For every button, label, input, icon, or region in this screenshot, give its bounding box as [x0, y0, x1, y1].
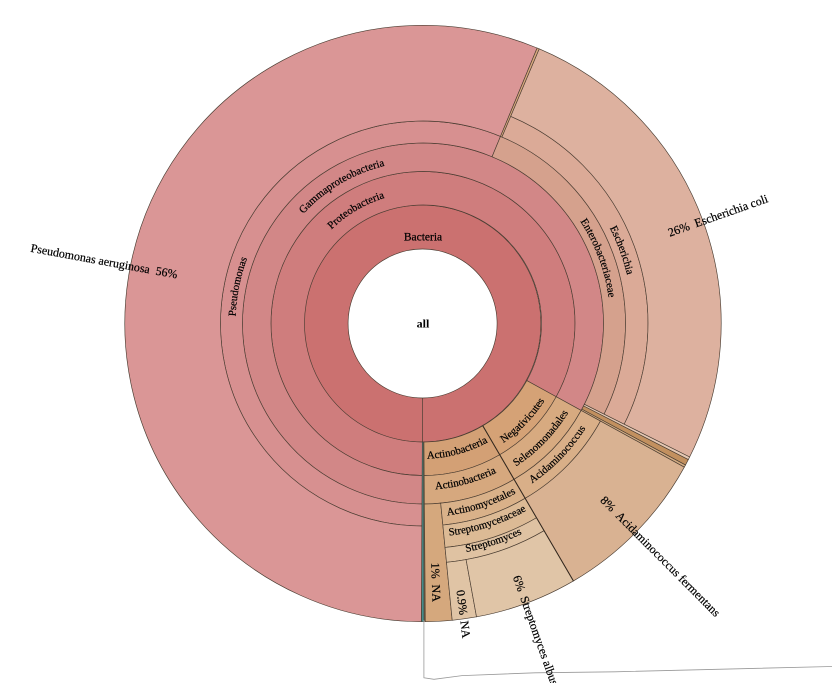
svg-text:all: all — [417, 317, 430, 331]
svg-text:8% Acidaminococcus fermentans: 8% Acidaminococcus fermentans — [597, 493, 723, 620]
svg-text:0.9% NA: 0.9% NA — [454, 589, 474, 639]
svg-text:Bacteria: Bacteria — [404, 232, 442, 244]
svg-text:1% NA: 1% NA — [428, 562, 443, 602]
